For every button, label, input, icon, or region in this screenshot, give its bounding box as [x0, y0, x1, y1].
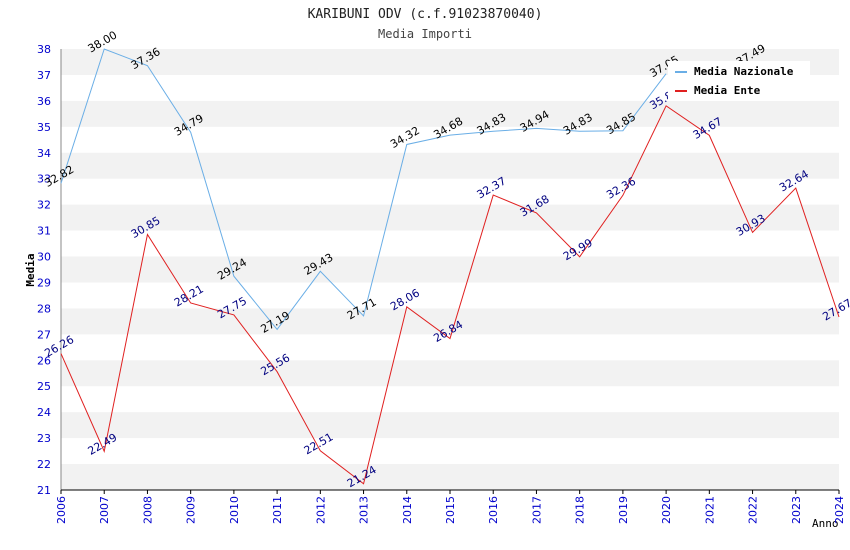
- x-tick-label: 2020: [660, 496, 673, 524]
- x-tick-label: 2010: [228, 496, 241, 524]
- y-tick-label: 32: [37, 199, 51, 212]
- x-tick-label: 2021: [703, 496, 716, 524]
- grid-band: [61, 464, 839, 490]
- y-tick-label: 34: [37, 147, 51, 160]
- y-tick-label: 27: [37, 328, 51, 341]
- y-tick-label: 24: [37, 406, 51, 419]
- x-tick-label: 2018: [574, 496, 587, 524]
- data-label: 34.32: [388, 124, 422, 151]
- x-tick-label: 2023: [790, 496, 803, 524]
- grid-band: [61, 152, 839, 179]
- y-tick-label: 35: [37, 121, 51, 134]
- y-tick-label: 36: [37, 95, 51, 108]
- legend-label: Media Nazionale: [694, 65, 794, 78]
- x-tick-label: 2008: [141, 496, 154, 524]
- y-tick-label: 29: [37, 276, 51, 289]
- x-tick-label: 2011: [271, 496, 284, 524]
- x-tick-label: 2012: [314, 496, 327, 524]
- x-axis-label: Anno: [812, 517, 839, 530]
- grid-band: [61, 360, 839, 387]
- y-tick-label: 26: [37, 354, 51, 367]
- series-lines: [60, 48, 840, 485]
- y-axis-label: Media: [24, 253, 37, 286]
- legend: Media Nazionale Media Ente: [668, 61, 810, 101]
- grid-band: [61, 412, 839, 439]
- x-tick-label: 2022: [747, 496, 760, 524]
- background-bands: [61, 49, 839, 490]
- grid-band: [61, 100, 839, 127]
- x-tick-label: 2014: [401, 496, 414, 524]
- x-tick-label: 2009: [185, 496, 198, 524]
- x-tick-label: 2019: [617, 496, 630, 524]
- x-tick-label: 2006: [55, 496, 68, 524]
- y-tick-label: 33: [37, 173, 51, 186]
- x-tick-label: 2013: [358, 496, 371, 524]
- y-tick-label: 30: [37, 251, 51, 264]
- x-axis-ticks: 2006 2007 2008 2009 2010 2011 2012 2013 2014 2015…: [55, 490, 846, 524]
- chart-subtitle: Media Importi: [378, 27, 472, 41]
- grid-band: [61, 204, 839, 231]
- x-tick-label: 2016: [487, 496, 500, 524]
- y-tick-label: 37: [37, 69, 51, 82]
- y-tick-label: 38: [37, 43, 51, 56]
- y-tick-label: 21: [37, 484, 51, 497]
- series-line-1: [60, 105, 840, 485]
- legend-label: Media Ente: [694, 84, 761, 97]
- y-tick-label: 25: [37, 380, 51, 393]
- y-axis-ticks: 21 22 23 24 25 26 27 28 29 30 31 32 33 34 35 36 37 38: [37, 43, 51, 497]
- grid-band: [61, 256, 839, 283]
- grid-band: [61, 308, 839, 335]
- x-tick-label: 2024: [833, 496, 846, 524]
- x-tick-label: 2007: [98, 496, 111, 524]
- y-tick-label: 23: [37, 432, 51, 445]
- chart-title: KARIBUNI ODV (c.f.91023870040): [308, 7, 543, 22]
- series-line-0: [60, 48, 667, 331]
- x-tick-label: 2017: [530, 496, 543, 524]
- data-label: 32.82: [42, 163, 76, 190]
- y-tick-label: 31: [37, 225, 51, 238]
- x-tick-label: 2015: [444, 496, 457, 524]
- axes: [60, 49, 839, 491]
- y-tick-label: 28: [37, 302, 51, 315]
- y-tick-label: 22: [37, 458, 51, 471]
- legend-box: [668, 61, 810, 101]
